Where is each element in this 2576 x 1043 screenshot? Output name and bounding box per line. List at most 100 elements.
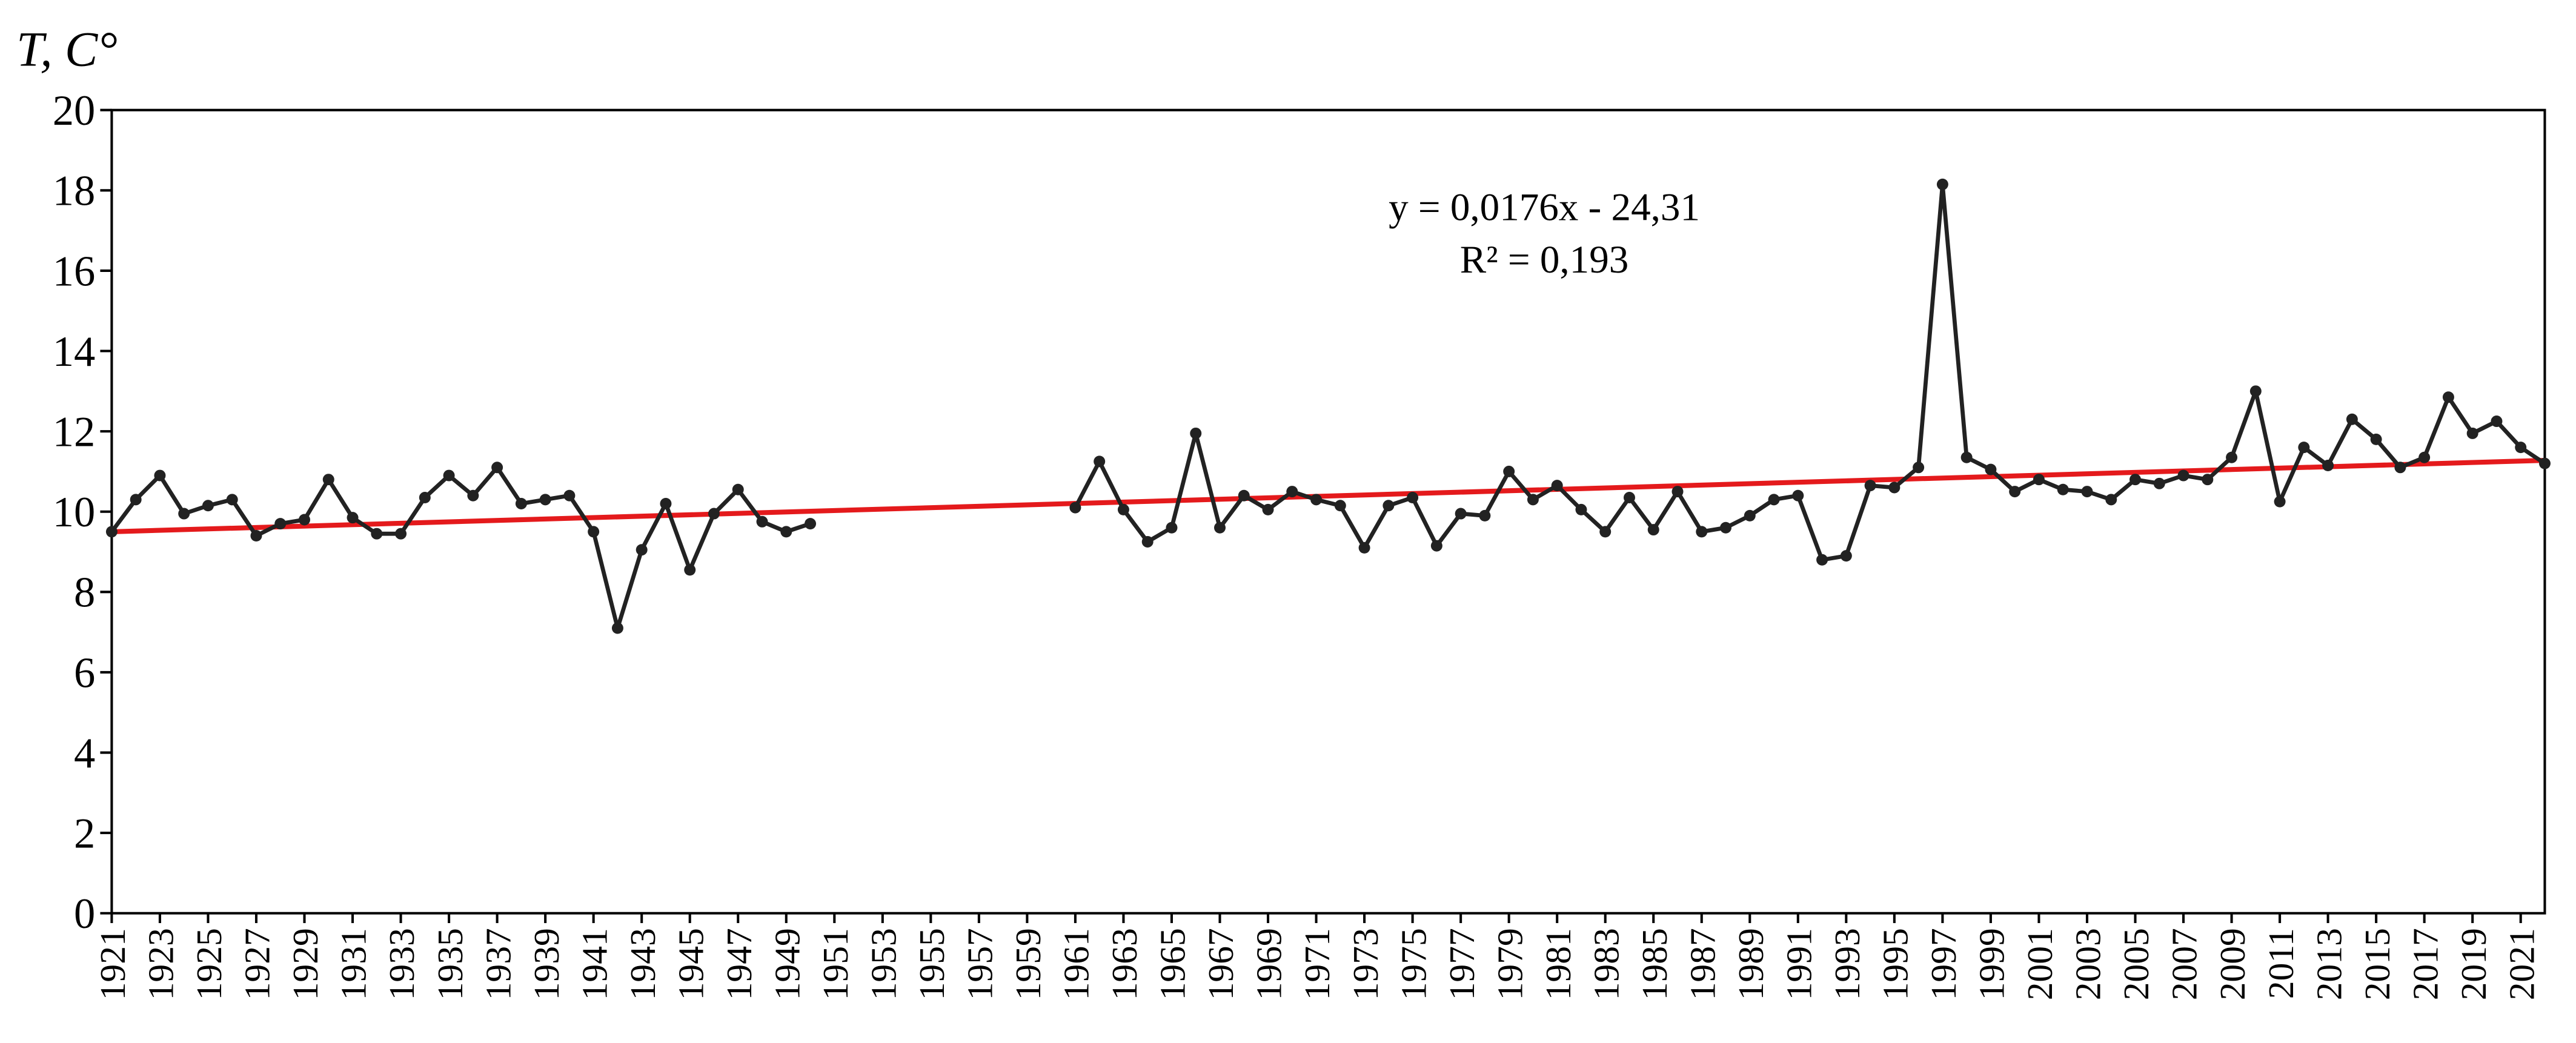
data-line	[110, 182, 2546, 631]
data-point	[395, 528, 407, 540]
data-point	[2249, 385, 2262, 397]
x-tick-label: 1999	[1972, 928, 2012, 1000]
data-point	[2057, 483, 2069, 495]
x-tick-label: 1953	[864, 928, 904, 1000]
x-tick-label: 1921	[93, 928, 133, 1000]
data-point	[2202, 474, 2214, 486]
data-point	[202, 500, 214, 512]
y-tick-label: 16	[53, 248, 95, 295]
data-point	[1479, 509, 1491, 522]
x-tick-label: 1973	[1346, 928, 1386, 1000]
data-point	[1190, 427, 1202, 439]
data-point	[1720, 522, 1732, 534]
data-point	[1623, 492, 1635, 504]
data-point	[780, 526, 792, 538]
data-point	[1575, 503, 1587, 515]
data-point	[1286, 486, 1298, 498]
data-point	[491, 462, 503, 474]
x-tick-label: 1971	[1297, 928, 1337, 1000]
x-tick-label: 1993	[1827, 928, 1867, 1000]
data-point	[2177, 469, 2189, 482]
data-point	[1913, 462, 1925, 474]
data-point	[1358, 541, 1370, 554]
data-point	[1166, 522, 1178, 534]
data-point	[105, 526, 118, 538]
x-tick-label: 2017	[2405, 928, 2445, 1000]
data-point	[2009, 486, 2021, 498]
x-tick-label: 1927	[237, 928, 277, 1000]
x-tick-label: 2011	[2261, 928, 2301, 999]
data-point	[2442, 391, 2454, 403]
x-tick-label: 1975	[1393, 928, 1433, 1000]
x-tick-label: 1963	[1104, 928, 1144, 1000]
x-tick-label: 1943	[623, 928, 663, 1000]
data-point	[1455, 508, 1467, 520]
x-tick-label: 1989	[1731, 928, 1771, 1000]
x-tick-label: 2013	[2309, 928, 2349, 1000]
data-point	[250, 530, 262, 542]
data-point	[2491, 416, 2503, 428]
data-point	[660, 497, 672, 509]
data-point	[1094, 455, 1106, 468]
data-point	[322, 474, 334, 486]
x-tick-label: 2019	[2454, 928, 2494, 1000]
data-point	[1647, 524, 1659, 536]
data-point	[226, 494, 238, 506]
data-point	[1141, 535, 1154, 548]
x-tick-label: 1923	[141, 928, 181, 1000]
data-point	[1840, 550, 1852, 562]
data-point	[1214, 522, 1226, 534]
data-point	[1744, 509, 1756, 522]
data-point	[1503, 465, 1515, 477]
data-point	[563, 489, 576, 502]
data-point	[1383, 500, 1395, 512]
data-point	[443, 469, 455, 482]
x-tick-label: 1937	[478, 928, 518, 1000]
data-point	[130, 494, 142, 506]
plot-frame	[110, 108, 2546, 915]
x-tick-label: 1983	[1586, 928, 1626, 1000]
data-point	[1960, 451, 1973, 463]
data-point	[2105, 494, 2117, 506]
x-tick-label: 1991	[1779, 928, 1819, 1000]
r-squared: R² = 0,193	[1460, 238, 1629, 282]
y-tick-label: 14	[53, 328, 95, 376]
y-axis-label: T, C°	[16, 22, 118, 76]
data-point	[588, 526, 600, 538]
data-point	[274, 518, 287, 530]
data-point	[2346, 413, 2358, 425]
data-point	[1069, 502, 1081, 514]
data-point	[2298, 442, 2310, 454]
data-point	[2418, 451, 2431, 463]
data-point	[1671, 486, 1684, 498]
data-point	[2322, 459, 2334, 471]
data-point	[636, 544, 648, 556]
x-tick-label: 1945	[671, 928, 711, 1000]
x-tick-label: 1941	[574, 928, 614, 1000]
x-tick-label: 1961	[1057, 928, 1097, 1000]
x-tick-label: 2021	[2501, 928, 2541, 1000]
x-tick-label: 1949	[767, 928, 807, 1000]
x-tick-label: 1933	[382, 928, 422, 1000]
y-tick-label: 0	[74, 890, 95, 938]
data-point	[2033, 474, 2045, 486]
x-tick-label: 1965	[1153, 928, 1193, 1000]
data-point	[1985, 463, 1997, 475]
data-point	[1551, 480, 1563, 492]
x-tick-label: 1995	[1876, 928, 1916, 1000]
data-point	[419, 492, 431, 504]
data-point	[1888, 482, 1900, 494]
x-tick-label: 1985	[1635, 928, 1675, 1000]
x-tick-label: 1979	[1490, 928, 1530, 1000]
x-tick-label: 1951	[815, 928, 855, 1000]
x-tick-label: 1931	[334, 928, 374, 1000]
data-point	[2515, 442, 2527, 454]
x-tick-label: 1955	[912, 928, 952, 1000]
y-tick-label: 12	[53, 409, 95, 456]
x-tick-label: 1997	[1924, 928, 1964, 1000]
data-point	[154, 469, 166, 482]
y-tick-label: 6	[74, 649, 95, 697]
data-point	[1816, 554, 1828, 566]
data-point	[1117, 503, 1129, 515]
